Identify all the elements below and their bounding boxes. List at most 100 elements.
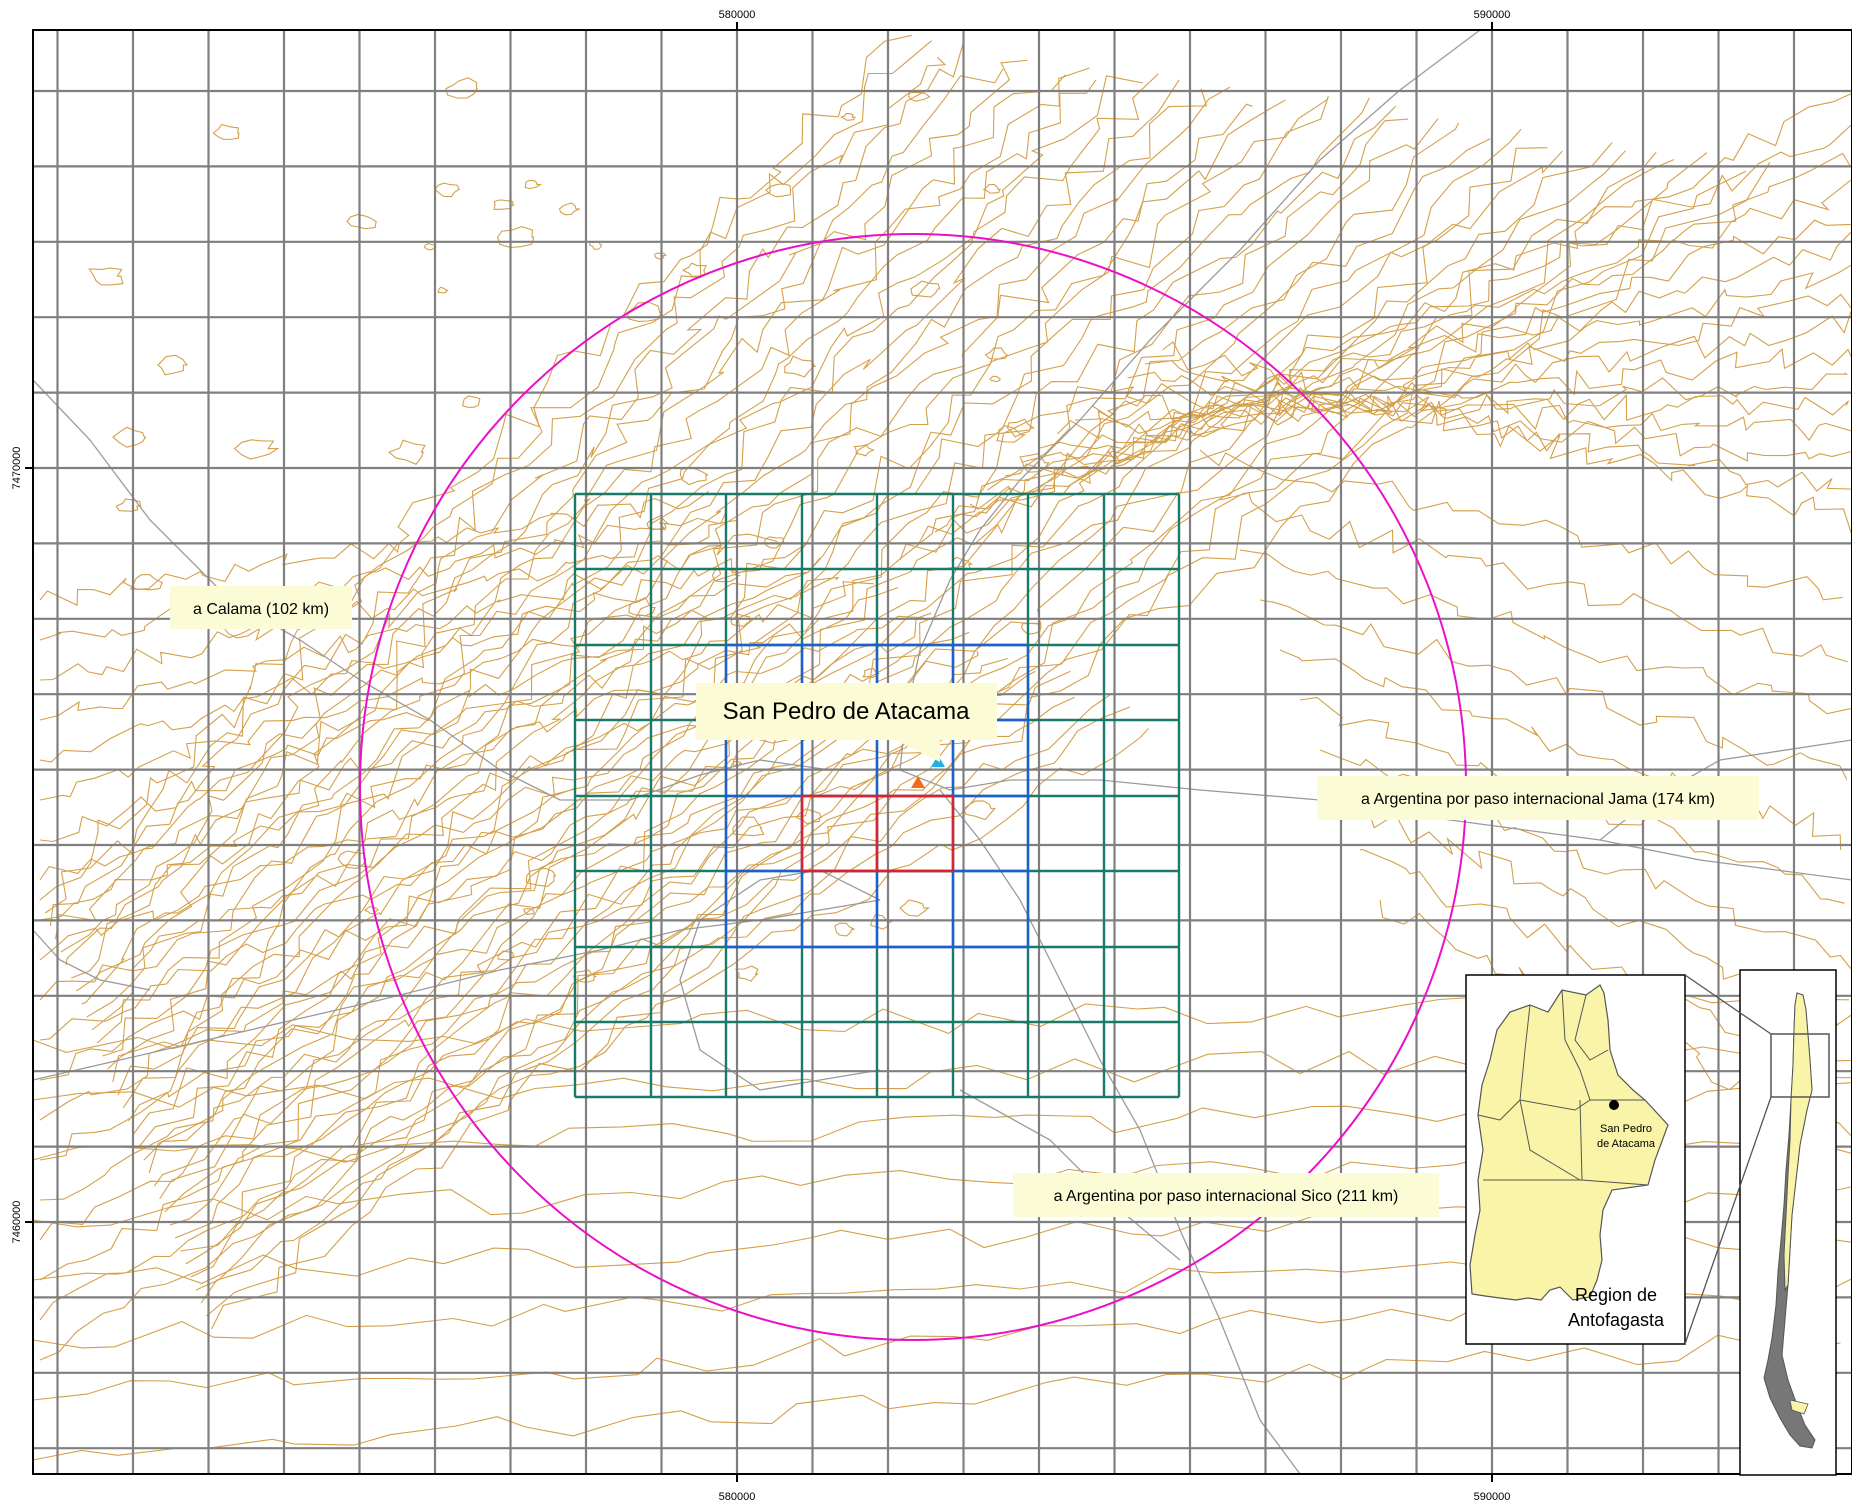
x-axis-label-bottom-right: 590000 <box>1474 1491 1511 1503</box>
contour-line <box>434 182 461 198</box>
svg-text:a Calama (102 km): a Calama (102 km) <box>193 601 329 618</box>
contour-line <box>834 922 855 937</box>
contour-line <box>39 34 913 901</box>
contour-line <box>462 395 481 408</box>
contour-line <box>679 467 709 486</box>
map-frame <box>32 29 1852 1475</box>
label-jama: a Argentina por paso internacional Jama … <box>1317 776 1759 820</box>
contour-line <box>910 280 941 298</box>
contour-line <box>49 56 947 927</box>
contour-line <box>363 906 379 915</box>
x-axis-label-top-right: 590000 <box>1474 9 1511 21</box>
contour-line <box>765 183 792 198</box>
contour-line <box>646 514 670 531</box>
contour-line <box>681 262 707 277</box>
road-4 <box>32 899 881 1081</box>
contour-line <box>437 286 449 294</box>
contour-line <box>987 231 1852 491</box>
zone-grid <box>573 492 1181 1099</box>
contour-line <box>1319 749 1852 970</box>
svg-text:San Pedro de Atacama: San Pedro de Atacama <box>723 698 970 725</box>
contour-line <box>962 800 997 821</box>
contour-line <box>112 426 147 448</box>
contour-line <box>735 965 759 982</box>
contour-line <box>1020 622 1042 635</box>
contour-line <box>653 252 667 260</box>
contour-line <box>96 79 1180 1044</box>
contour-line <box>853 444 875 457</box>
contour-line <box>784 355 817 378</box>
label-sico: a Argentina por paso internacional Sico … <box>1013 1173 1439 1217</box>
contour-line <box>39 490 710 607</box>
contour-line <box>39 670 1036 1161</box>
contour-line <box>899 93 1852 561</box>
contour-line <box>1006 418 1036 438</box>
road-5 <box>899 29 1481 771</box>
road-6 <box>679 869 881 1091</box>
contour-line <box>39 519 738 681</box>
contour-line <box>493 199 515 210</box>
contour-line <box>764 536 785 549</box>
contour-line <box>39 670 1071 1201</box>
road-7 <box>32 929 151 991</box>
contour-line <box>212 123 240 141</box>
contour-line <box>233 439 280 460</box>
contour-line <box>917 124 1852 547</box>
orange-triangle-marker <box>911 776 925 788</box>
contour-line <box>1162 341 1852 533</box>
chile-south-highlight <box>1789 1399 1809 1415</box>
inset-town-line1: San Pedro <box>1600 1123 1652 1135</box>
contour-line <box>840 113 856 121</box>
contour-line <box>1127 371 1852 462</box>
contour-line <box>39 576 840 843</box>
contour-line <box>102 88 1208 1057</box>
contour-line <box>899 899 931 917</box>
contour-line <box>157 354 189 376</box>
contour-line <box>143 118 1409 1161</box>
inset-town-line2: de Atacama <box>1597 1138 1656 1150</box>
contour-line <box>497 950 515 961</box>
contour-line <box>88 267 124 286</box>
region-subdivisions <box>1477 989 1649 1186</box>
contour-line <box>732 816 765 837</box>
contour-line <box>445 77 478 99</box>
contour-line <box>76 67 1090 992</box>
region-antofagasta-shape <box>1469 984 1669 1301</box>
contour-line <box>39 533 778 721</box>
inset-region-map: San Pedro de Atacama Region de Antofagas… <box>1465 974 1686 1345</box>
contour-line <box>1239 549 1852 715</box>
contour-line <box>39 706 1131 1321</box>
contour-line <box>129 574 163 591</box>
contour-line <box>989 375 1002 383</box>
label-calama: a Calama (102 km) <box>170 586 352 629</box>
contour-line <box>572 969 598 983</box>
contour-line <box>907 91 931 102</box>
contour-line <box>996 425 1027 443</box>
contour-line <box>148 118 1439 1174</box>
contour-line <box>1092 393 1850 421</box>
contour-line <box>39 612 932 1001</box>
contour-line <box>1219 492 1848 663</box>
contour-line <box>1144 360 1851 492</box>
axis-ticks <box>25 22 1493 1482</box>
locator-box <box>1770 1033 1830 1098</box>
contour-line <box>388 439 426 465</box>
contour-line <box>952 179 1852 519</box>
contour-line <box>71 74 1066 979</box>
contour-line <box>39 581 874 881</box>
inset-region-title-line1: Region de <box>1575 1285 1657 1305</box>
contour-line <box>795 808 822 825</box>
contour-line <box>969 219 1852 510</box>
x-axis-label-top-left: 580000 <box>719 9 756 21</box>
contour-line <box>39 728 1149 1361</box>
locator-leader-top <box>1684 974 1772 1035</box>
contour-line <box>558 202 581 216</box>
contour-line <box>524 179 542 190</box>
contour-line <box>44 40 933 914</box>
contour-line <box>523 907 535 916</box>
contour-line <box>1199 449 1843 601</box>
contour-line <box>115 498 142 512</box>
contour-line <box>81 79 1097 1005</box>
contour-line <box>732 760 743 768</box>
